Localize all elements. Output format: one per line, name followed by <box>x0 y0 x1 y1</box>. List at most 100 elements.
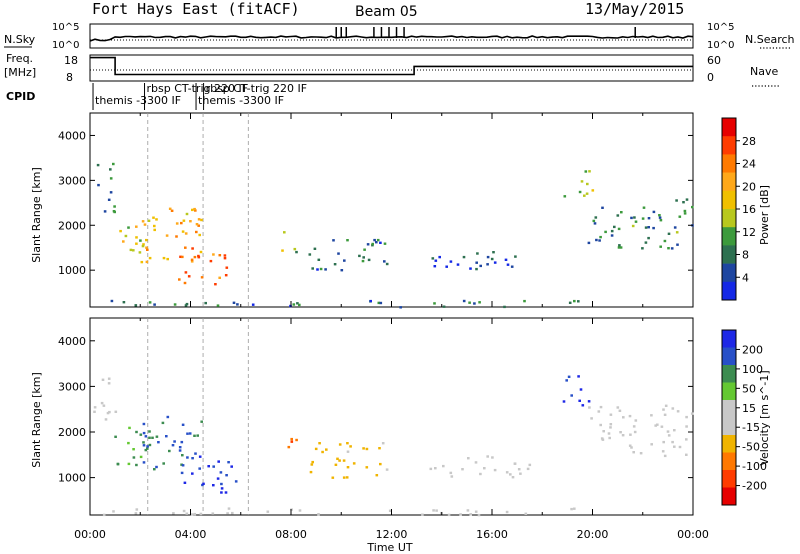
range-gate-cell <box>202 482 205 485</box>
range-gate-cell <box>399 306 402 309</box>
range-gate-cell <box>343 259 346 262</box>
range-gate-cell <box>212 465 215 468</box>
range-gate-cell <box>225 266 229 269</box>
range-gate-cell <box>376 238 380 242</box>
range-gate-cell <box>570 507 573 511</box>
range-gate-cell <box>109 177 113 180</box>
range-gate-cell <box>148 430 151 433</box>
range-gate-cell <box>483 467 486 470</box>
range-gate-cell <box>447 513 451 517</box>
range-gate-cell <box>608 436 611 440</box>
range-gate-cell <box>182 509 186 513</box>
range-gate-cell <box>166 257 169 261</box>
range-gate-cell <box>161 421 165 425</box>
range-gate-cell <box>597 410 601 413</box>
range-gate-cell <box>346 442 349 445</box>
range-gate-cell <box>462 255 466 259</box>
range-gate-cell <box>185 512 189 515</box>
range-gate-cell <box>218 276 221 279</box>
freq-label-line1: Freq. <box>6 52 33 65</box>
x-tick-label: 16:00 <box>476 528 508 541</box>
range-gate-cell <box>135 236 138 239</box>
colorbar-segment <box>722 470 736 488</box>
beam-label: Beam 05 <box>355 4 418 20</box>
range-gate-cell <box>295 250 298 254</box>
range-gate-cell <box>155 218 158 221</box>
range-gate-cell <box>594 216 598 219</box>
range-gate-cell <box>338 443 342 446</box>
range-gate-cell <box>184 304 188 307</box>
range-gate-cell <box>474 510 478 513</box>
colorbar-segment <box>722 209 736 228</box>
range-gate-cell <box>183 481 187 484</box>
range-gate-cell <box>179 255 182 258</box>
range-gate-cell <box>100 401 104 405</box>
range-gate-cell <box>475 261 478 264</box>
range-gate-cell <box>562 400 566 403</box>
range-gate-cell <box>144 435 148 438</box>
range-gate-cell <box>580 180 584 183</box>
y-tick-label: 3000 <box>58 380 86 393</box>
range-gate-cell <box>316 268 319 271</box>
range-gate-cell <box>139 239 142 242</box>
range-gate-cell <box>148 256 152 260</box>
range-gate-cell <box>654 424 657 427</box>
range-gate-cell <box>630 216 633 220</box>
range-gate-cell <box>449 471 453 475</box>
range-gate-cell <box>171 444 175 447</box>
range-gate-cell <box>337 252 340 255</box>
range-gate-cell <box>581 404 585 407</box>
range-gate-cell <box>197 254 200 258</box>
range-gate-cell <box>324 268 327 271</box>
colorbar-segment <box>722 417 736 436</box>
range-gate-cell <box>675 199 678 202</box>
range-gate-cell <box>186 432 189 435</box>
y-tick-label: 2000 <box>58 426 86 439</box>
range-gate-cell <box>590 417 593 420</box>
x-tick-label: 00:00 <box>74 528 106 541</box>
range-gate-cell <box>584 170 588 173</box>
plot-title: Fort Hays East (fitACF) <box>92 0 300 18</box>
range-gate-cell <box>190 258 194 261</box>
range-gate-cell <box>616 406 620 409</box>
range-gate-cell <box>178 449 182 452</box>
range-gate-cell <box>96 163 100 167</box>
range-gate-cell <box>195 230 198 234</box>
range-gate-cell <box>135 508 139 511</box>
range-gate-cell <box>191 457 194 460</box>
range-gate-cell <box>146 445 149 448</box>
range-gate-cell <box>650 414 653 417</box>
range-gate-cell <box>318 442 321 445</box>
colorbar-segment <box>722 400 736 418</box>
freq-panel <box>89 54 694 82</box>
range-gate-cell <box>212 253 215 256</box>
range-gate-cell <box>630 446 633 449</box>
range-gate-cell <box>342 476 346 479</box>
range-gate-cell <box>182 219 186 222</box>
range-gate-cell <box>601 438 605 441</box>
range-gate-cell <box>146 248 149 251</box>
range-gate-cell <box>180 221 183 225</box>
colorbar-tick-label: 4 <box>742 271 749 284</box>
range-gate-cell <box>313 247 317 250</box>
range-gate-cell <box>106 411 110 415</box>
colorbar-segment <box>722 118 736 137</box>
cpid-entry-0: themis -3300 IF <box>95 94 181 107</box>
range-gate-cell <box>309 470 313 474</box>
range-gate-cell <box>567 375 571 378</box>
y-tick-label: 4000 <box>58 129 86 142</box>
range-gate-cell <box>673 226 677 229</box>
range-gate-cell <box>685 415 688 419</box>
freq-line <box>90 56 693 76</box>
range-gate-cell <box>632 425 636 428</box>
range-gate-cell <box>298 509 302 512</box>
range-gate-cell <box>610 229 614 233</box>
range-gate-cell <box>180 471 184 475</box>
range-gate-cell <box>616 214 620 217</box>
range-gate-cell <box>308 253 312 256</box>
plot-frame <box>89 317 694 516</box>
range-gate-cell <box>116 462 120 466</box>
range-gate-cell <box>317 513 320 516</box>
range-gate-cell <box>346 466 350 469</box>
range-gate-cell <box>198 233 201 237</box>
